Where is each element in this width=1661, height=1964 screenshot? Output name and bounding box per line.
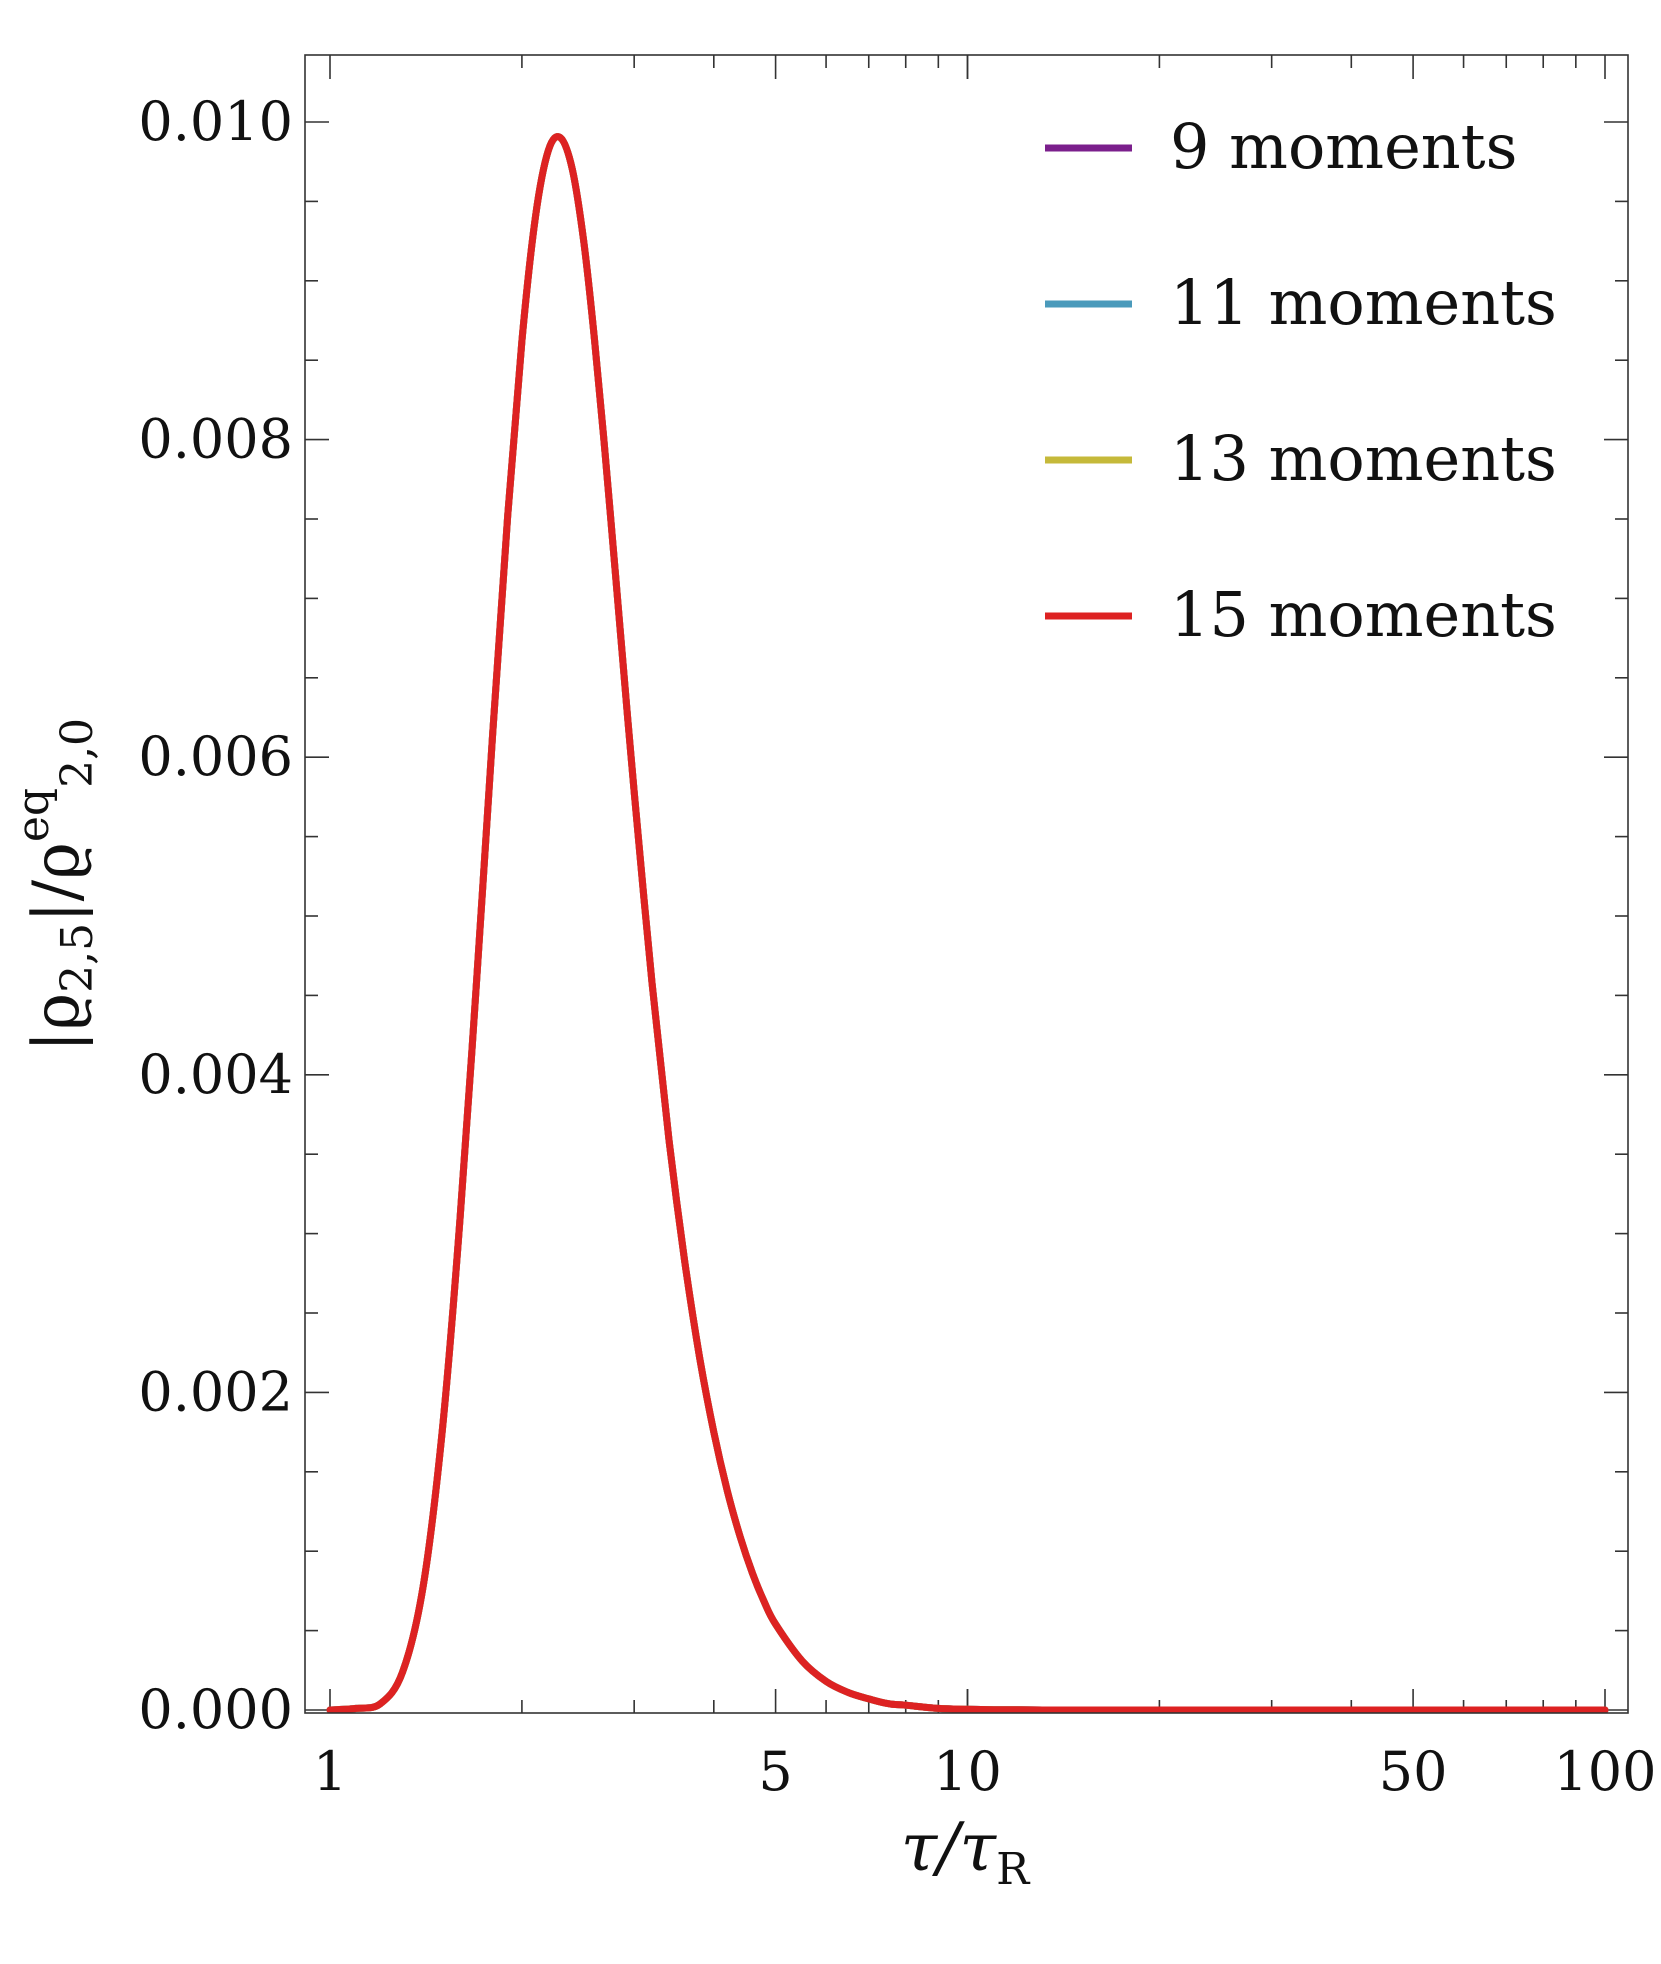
x-axis-title-main: τ/τ: [901, 1809, 998, 1886]
ticks: [305, 55, 1628, 1713]
x-tick-label: 10: [933, 1740, 1002, 1803]
tick-labels: 1 5 10 50 100 0.000 0.002 0.004 0.006 0.008 0.010: [138, 90, 1656, 1803]
legend-label-1: 9 moments: [1170, 110, 1517, 183]
y-tick-label: 0.000: [138, 1678, 293, 1741]
x-tick-label: 50: [1379, 1740, 1448, 1803]
x-tick-label: 100: [1553, 1740, 1656, 1803]
y-tick-label: 0.004: [138, 1043, 293, 1106]
series-line-4: [326, 133, 1609, 1714]
y-tick-label: 0.010: [138, 90, 293, 153]
x-tick-label: 5: [758, 1740, 792, 1803]
x-axis-title: τ/τR: [901, 1809, 1031, 1895]
y-axis-title-sub1: 2,5: [52, 923, 103, 993]
y-tick-label: 0.002: [138, 1360, 293, 1423]
legend-label-3: 13 moments: [1170, 422, 1557, 495]
y-axis-title: |ϱ2,5|/ϱeq2,0: [8, 718, 103, 1052]
x-tick-label: 1: [313, 1740, 347, 1803]
series-lines: [326, 133, 1609, 1714]
y-tick-label: 0.006: [138, 725, 293, 788]
y-axis-title-sup: eq: [8, 788, 59, 842]
y-axis-title-mid: |/ϱ: [20, 842, 94, 923]
legend: 9 moments 11 moments 13 moments 15 moments: [1045, 110, 1557, 651]
y-axis-title-prefix: |ϱ: [20, 993, 94, 1052]
y-axis-title-sub2: 2,0: [52, 718, 103, 788]
legend-label-2: 11 moments: [1170, 266, 1557, 339]
legend-label-4: 15 moments: [1170, 578, 1557, 651]
x-axis-title-sub: R: [996, 1844, 1031, 1895]
y-tick-label: 0.008: [138, 408, 293, 471]
plot-frame: [304, 54, 1629, 1714]
